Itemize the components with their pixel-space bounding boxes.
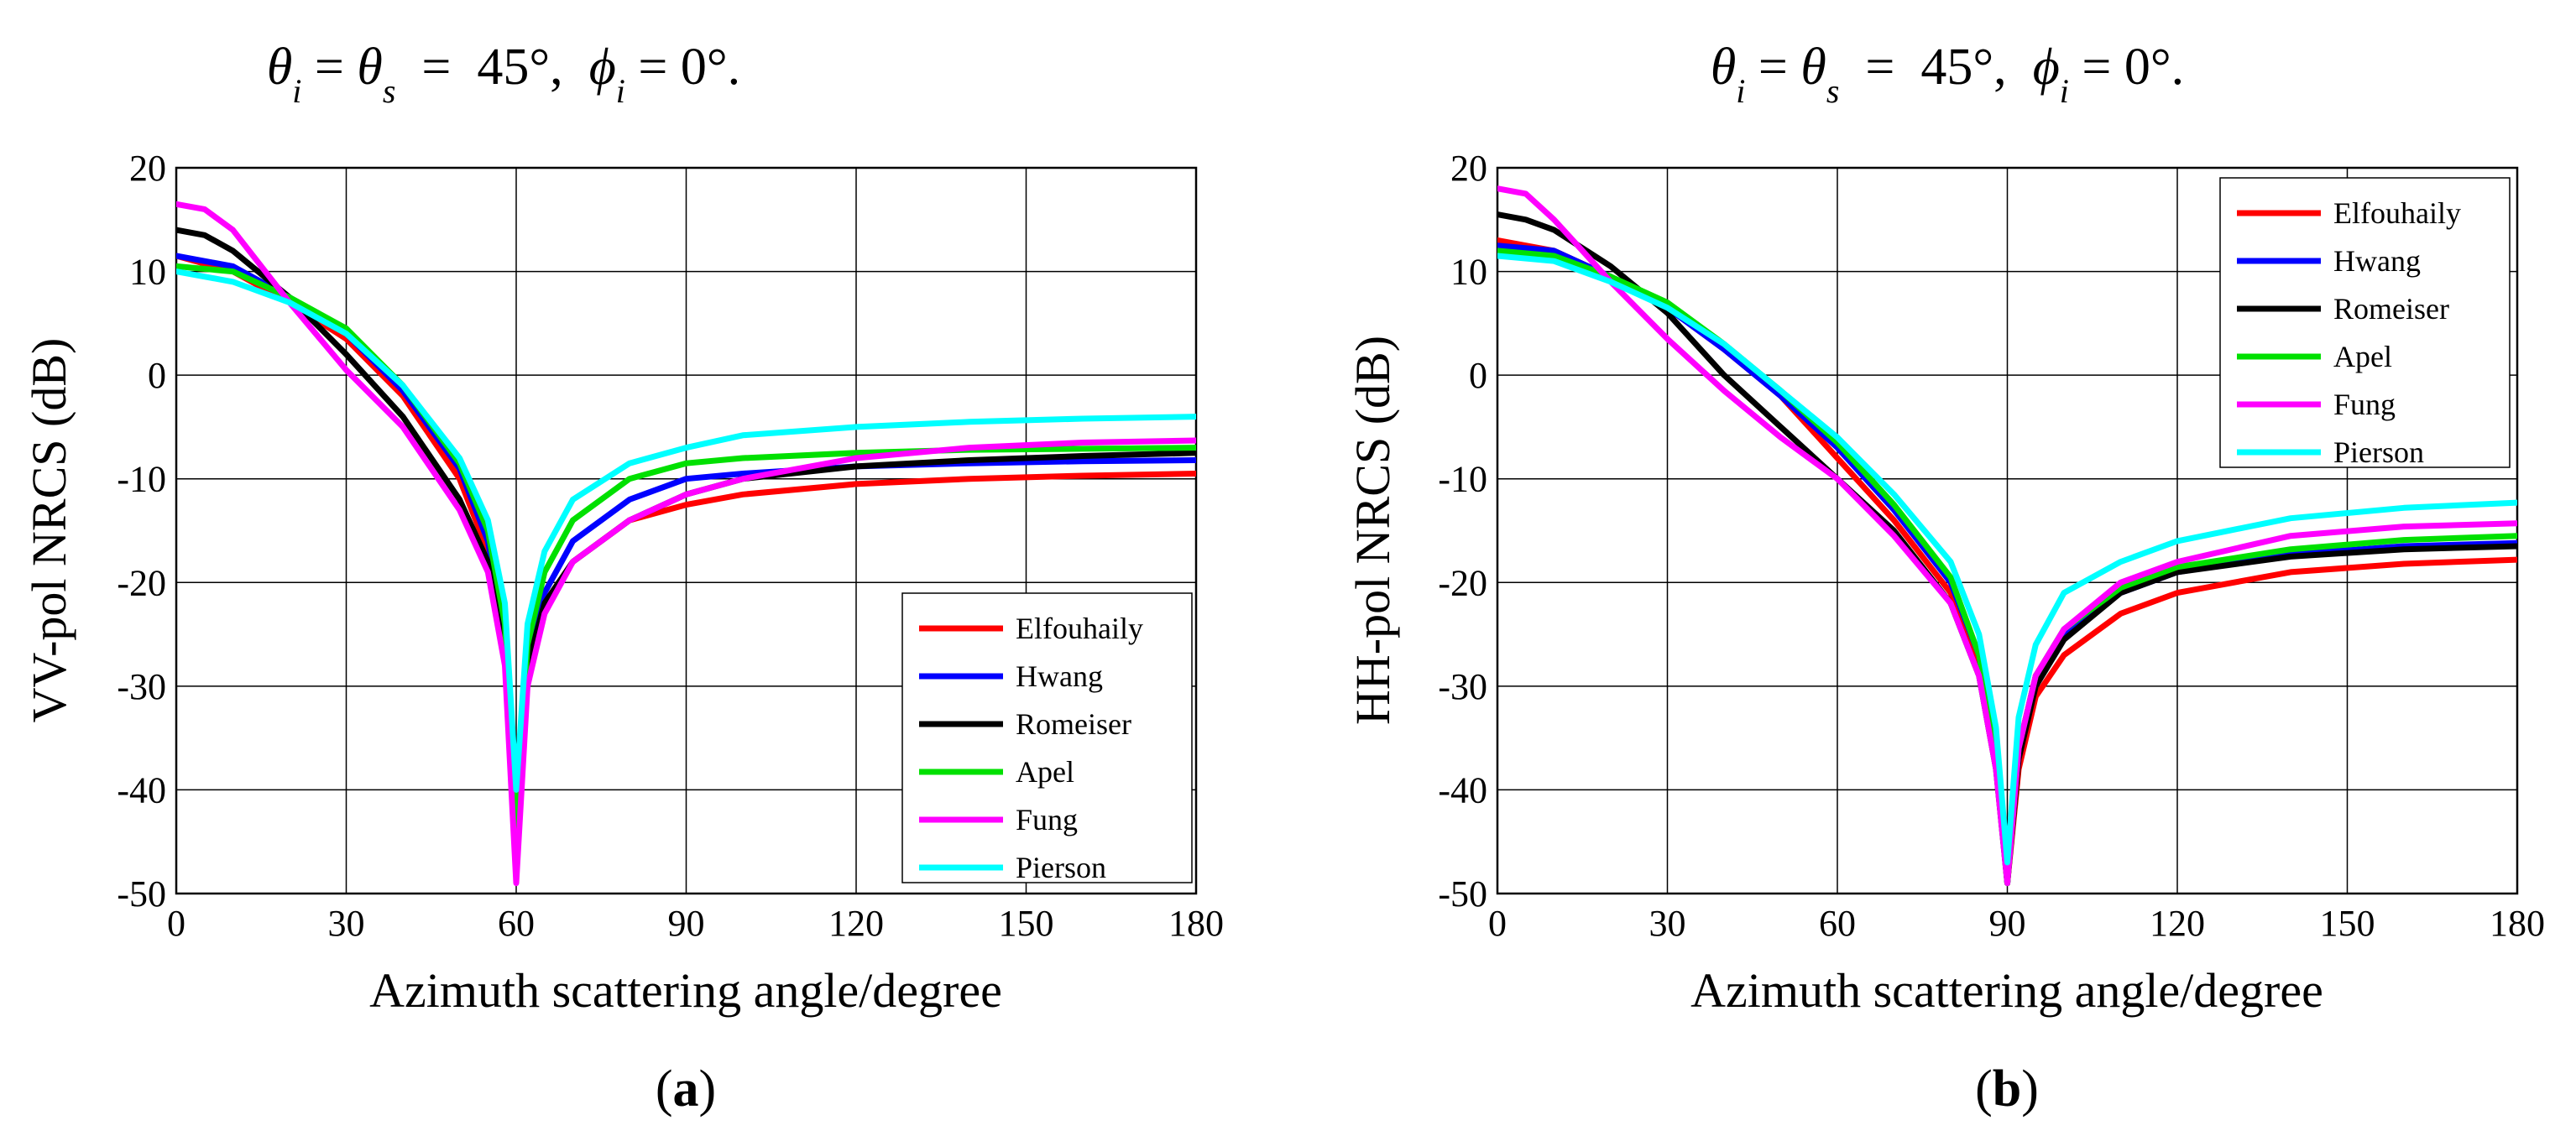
- y-tick-labels-b: 20 10 0 -10 -20 -30 -40 -50: [1438, 148, 1487, 915]
- y-tick-label: 20: [1450, 148, 1487, 189]
- chart-title-a: θi = θs = 45°, ϕi = 0°.: [267, 39, 740, 110]
- legend-label-pierson: Pierson: [1016, 851, 1106, 884]
- series-line-fung: [1497, 185, 2517, 887]
- y-tick-label: 10: [1450, 252, 1487, 293]
- x-tick-label: 150: [2320, 903, 2375, 944]
- x-tick-label: 120: [2150, 903, 2205, 944]
- chart-panel-b: θi = θs = 45°, ϕi = 0°. 0 30 60 90 120 150 180…: [1345, 39, 2545, 1118]
- legend-label-romeiser: Romeiser: [1016, 707, 1131, 741]
- x-tick-label: 0: [167, 903, 185, 944]
- y-tick-labels-a: 20 10 0 -10 -20 -30 -40 -50: [117, 148, 166, 915]
- y-tick-label: 0: [148, 355, 166, 396]
- series-line-fung: [176, 201, 1196, 887]
- x-tick-label: 180: [1168, 903, 1224, 944]
- y-tick-label: 20: [129, 148, 166, 189]
- x-tick-label: 0: [1488, 903, 1507, 944]
- legend-label-hwang: Hwang: [1016, 659, 1103, 693]
- y-tick-label: -10: [1438, 459, 1487, 500]
- chart-title-b: θi = θs = 45°, ϕi = 0°.: [1711, 39, 2184, 110]
- chart-panel-a: θi = θs = 45°, ϕi = 0°. 0 30 60 90 120 150 180…: [22, 39, 1224, 1118]
- series-line-pierson: [176, 268, 1196, 793]
- y-tick-label: -20: [117, 562, 166, 603]
- caption-a: (a): [656, 1060, 716, 1118]
- legend-label-hwang: Hwang: [2333, 244, 2421, 278]
- legend-label-fung: Fung: [2333, 388, 2396, 421]
- x-tick-label: 120: [828, 903, 884, 944]
- y-tick-label: -40: [117, 769, 166, 810]
- legend-label-apel: Apel: [2333, 340, 2392, 373]
- caption-b: (b): [1975, 1060, 2039, 1118]
- x-tick-label: 30: [1649, 903, 1686, 944]
- x-tick-label: 150: [999, 903, 1054, 944]
- legend-a: Elfouhaily Hwang Romeiser Apel Fung Pierson: [901, 592, 1193, 884]
- x-tick-labels-a: 0 30 60 90 120 150 180: [167, 903, 1224, 944]
- x-tick-labels-b: 0 30 60 90 120 150 180: [1488, 903, 2545, 944]
- x-axis-label-a: Azimuth scattering angle/degree: [369, 963, 1002, 1018]
- series-group-a: [176, 201, 1196, 887]
- y-tick-label: -50: [117, 873, 166, 915]
- x-tick-label: 90: [668, 903, 705, 944]
- series-line-apel: [1497, 248, 2517, 887]
- plot-frame-b: [1496, 166, 2519, 895]
- y-tick-label: -20: [1438, 562, 1487, 603]
- legend-box-b: [2219, 177, 2511, 468]
- legend-label-romeiser: Romeiser: [2333, 292, 2449, 326]
- y-tick-label: 10: [129, 252, 166, 293]
- legend-label-apel: Apel: [1016, 755, 1074, 789]
- y-tick-label: 0: [1469, 355, 1487, 396]
- legend-label-pierson: Pierson: [2333, 435, 2424, 469]
- y-tick-label: -40: [1438, 769, 1487, 810]
- legend-label-elfouhaily: Elfouhaily: [1016, 612, 1143, 645]
- x-tick-label: 60: [1819, 903, 1856, 944]
- y-tick-label: -30: [117, 666, 166, 707]
- legend-b: Elfouhaily Hwang Romeiser Apel Fung Pierson: [2219, 177, 2511, 469]
- x-axis-label-b: Azimuth scattering angle/degree: [1690, 963, 2323, 1018]
- x-tick-label: 60: [498, 903, 535, 944]
- plot-frame-a: [175, 166, 1198, 895]
- y-axis-label-b: HH-pol NRCS (dB): [1345, 336, 1400, 725]
- y-axis-label-a: VV-pol NRCS (dB): [22, 338, 76, 723]
- x-tick-label: 90: [1989, 903, 2026, 944]
- series-line-pierson: [1497, 253, 2517, 866]
- series-group-b: [1497, 185, 2517, 887]
- y-tick-label: -10: [117, 459, 166, 500]
- legend-label-fung: Fung: [1016, 803, 1078, 836]
- x-tick-label: 30: [328, 903, 365, 944]
- legend-label-elfouhaily: Elfouhaily: [2333, 196, 2461, 230]
- y-tick-label: -50: [1438, 873, 1487, 915]
- y-tick-label: -30: [1438, 666, 1487, 707]
- legend-box-a: [901, 592, 1193, 883]
- x-tick-label: 180: [2490, 903, 2545, 944]
